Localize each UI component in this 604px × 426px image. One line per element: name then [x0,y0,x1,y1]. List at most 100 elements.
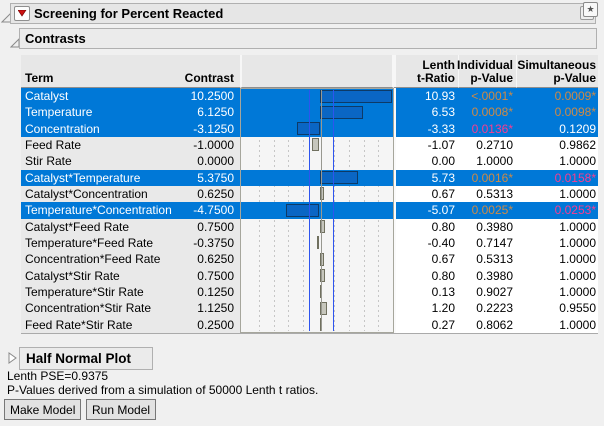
individual-p-cell: <.0001* [458,88,516,105]
contrast-bar-cell [240,153,394,169]
simultaneous-p-cell: 1.0000 [516,218,598,235]
t-ratio-cell: 1.20 [396,300,458,317]
individual-p-cell: 0.0016* [458,169,516,186]
contrast-cell: 1.1250 [185,300,240,317]
term-cell: Concentration*Feed Rate [21,251,185,268]
column-gap [394,283,396,301]
simultaneous-p-cell: 0.0098* [516,104,598,121]
table-row[interactable]: Feed Rate -1.0000 -1.07 0.2710 0.9862 [21,136,598,154]
term-cell: Feed Rate [21,136,185,154]
contrast-cell: 0.2500 [185,316,240,333]
individual-p-cell: 0.5313 [458,185,516,203]
contrast-bar [319,171,358,185]
contrasts-section-header[interactable]: Contrasts [19,28,597,49]
t-ratio-cell: -1.07 [396,136,458,154]
red-triangle-menu-button[interactable] [14,6,30,21]
column-gap [394,267,396,284]
contrast-bar-cell [240,104,394,121]
column-gap [394,251,396,268]
simultaneous-p-cell: 1.0000 [516,283,598,301]
header-simultaneous-p: Simultaneous p-Value [516,55,598,88]
contrast-cell: 10.2500 [185,88,240,105]
term-cell: Catalyst [21,88,185,105]
term-cell: Temperature*Stir Rate [21,283,185,301]
t-ratio-cell: 0.80 [396,218,458,235]
individual-p-cell: 0.9027 [458,283,516,301]
individual-p-cell: 0.2223 [458,300,516,317]
t-ratio-cell: 0.00 [396,153,458,170]
term-cell: Catalyst*Feed Rate [21,218,185,235]
table-row[interactable]: Concentration*Stir Rate 1.1250 1.20 0.2223 0… [21,300,598,317]
individual-p-cell: 0.7147 [458,234,516,252]
contrast-bar-cell [240,202,394,219]
simultaneous-p-cell: 0.0009* [516,88,598,105]
t-ratio-cell: 0.27 [396,316,458,333]
contrast-bar-cell [240,88,394,105]
term-cell: Temperature*Feed Rate [21,234,185,252]
individual-p-cell: 0.3980 [458,267,516,284]
table-row[interactable]: Catalyst*Concentration 0.6250 0.67 0.5313 1.… [21,185,598,203]
table-row[interactable]: Catalyst*Feed Rate 0.7500 0.80 0.3980 1.0000 [21,218,598,235]
contrast-bar [319,220,325,234]
simultaneous-p-cell: 0.1209 [516,120,598,137]
header-bar-chart [240,55,394,88]
individual-p-cell: 0.0136* [458,120,516,137]
table-bottom-border [21,333,598,334]
term-cell: Catalyst*Temperature [21,169,185,186]
column-gap [394,218,396,235]
header-term: Term [21,55,185,88]
table-row[interactable]: Temperature 6.1250 6.53 0.0008* 0.0098* [21,104,598,121]
header-contrast: Contrast [185,55,240,88]
window-star-icon[interactable]: ★ [580,2,598,20]
report-title-bar[interactable]: Screening for Percent Reacted [10,3,596,24]
table-row[interactable]: Catalyst*Stir Rate 0.7500 0.80 0.3980 1.0000 [21,267,598,284]
t-ratio-cell: 0.13 [396,283,458,301]
simultaneous-p-cell: 0.0158* [516,169,598,186]
contrast-cell: 5.3750 [185,169,240,186]
contrast-bar-cell [240,120,394,137]
contrast-bar-cell [240,137,394,153]
t-ratio-cell: 5.73 [396,169,458,186]
run-model-button[interactable]: Run Model [86,399,157,420]
table-row[interactable]: Catalyst 10.2500 10.93 <.0001* 0.0009* [21,88,598,105]
contrast-bar-cell [240,317,394,333]
simultaneous-p-cell: 0.0253* [516,202,598,219]
contrast-cell: 0.6250 [185,251,240,268]
table-row[interactable]: Feed Rate*Stir Rate 0.2500 0.27 0.8062 1.000… [21,316,598,333]
t-ratio-cell: -5.07 [396,202,458,219]
column-gap [394,88,396,105]
make-model-button[interactable]: Make Model [4,399,82,420]
contrast-bar [319,269,325,283]
table-row[interactable]: Concentration -3.1250 -3.33 0.0136* 0.1209 [21,120,598,137]
contrast-bar-cell [240,268,394,284]
contrast-cell: -1.0000 [185,136,240,154]
term-cell: Stir Rate [21,153,185,170]
table-row[interactable]: Temperature*Stir Rate 0.1250 0.13 0.9027 1.0… [21,283,598,301]
contrast-bar-cell [240,186,394,202]
half-normal-plot-header[interactable]: Half Normal Plot [19,347,153,370]
table-row[interactable]: Catalyst*Temperature 5.3750 5.73 0.0016* 0.0… [21,169,598,186]
simultaneous-p-cell: 1.0000 [516,267,598,284]
column-gap [394,120,396,137]
term-cell: Temperature*Concentration [21,202,185,219]
column-gap [394,169,396,186]
term-cell: Catalyst*Concentration [21,185,185,203]
column-gap [394,234,396,252]
contrast-bar [312,138,320,152]
red-triangle-icon [17,10,26,17]
header-individual-p: Individual p-Value [457,55,516,88]
table-row[interactable]: Stir Rate 0.0000 0.00 1.0000 1.0000 [21,153,598,170]
individual-p-cell: 0.0008* [458,104,516,121]
individual-p-cell: 0.8062 [458,316,516,333]
table-row[interactable]: Concentration*Feed Rate 0.6250 0.67 0.5313 1… [21,251,598,268]
table-row[interactable]: Temperature*Feed Rate -0.3750 -0.40 0.7147 1… [21,234,598,252]
half-normal-disclosure-collapsed-icon[interactable] [8,352,17,364]
contrast-cell: -0.3750 [185,234,240,252]
individual-p-cell: 0.3980 [458,218,516,235]
contrast-bar [319,285,322,299]
column-gap [394,136,396,154]
header-t-ratio: Lenth t-Ratio [396,55,458,88]
header-gap [394,55,396,88]
simultaneous-p-cell: 0.9550 [516,300,598,317]
table-row[interactable]: Temperature*Concentration -4.7500 -5.07 0.0… [21,202,598,219]
